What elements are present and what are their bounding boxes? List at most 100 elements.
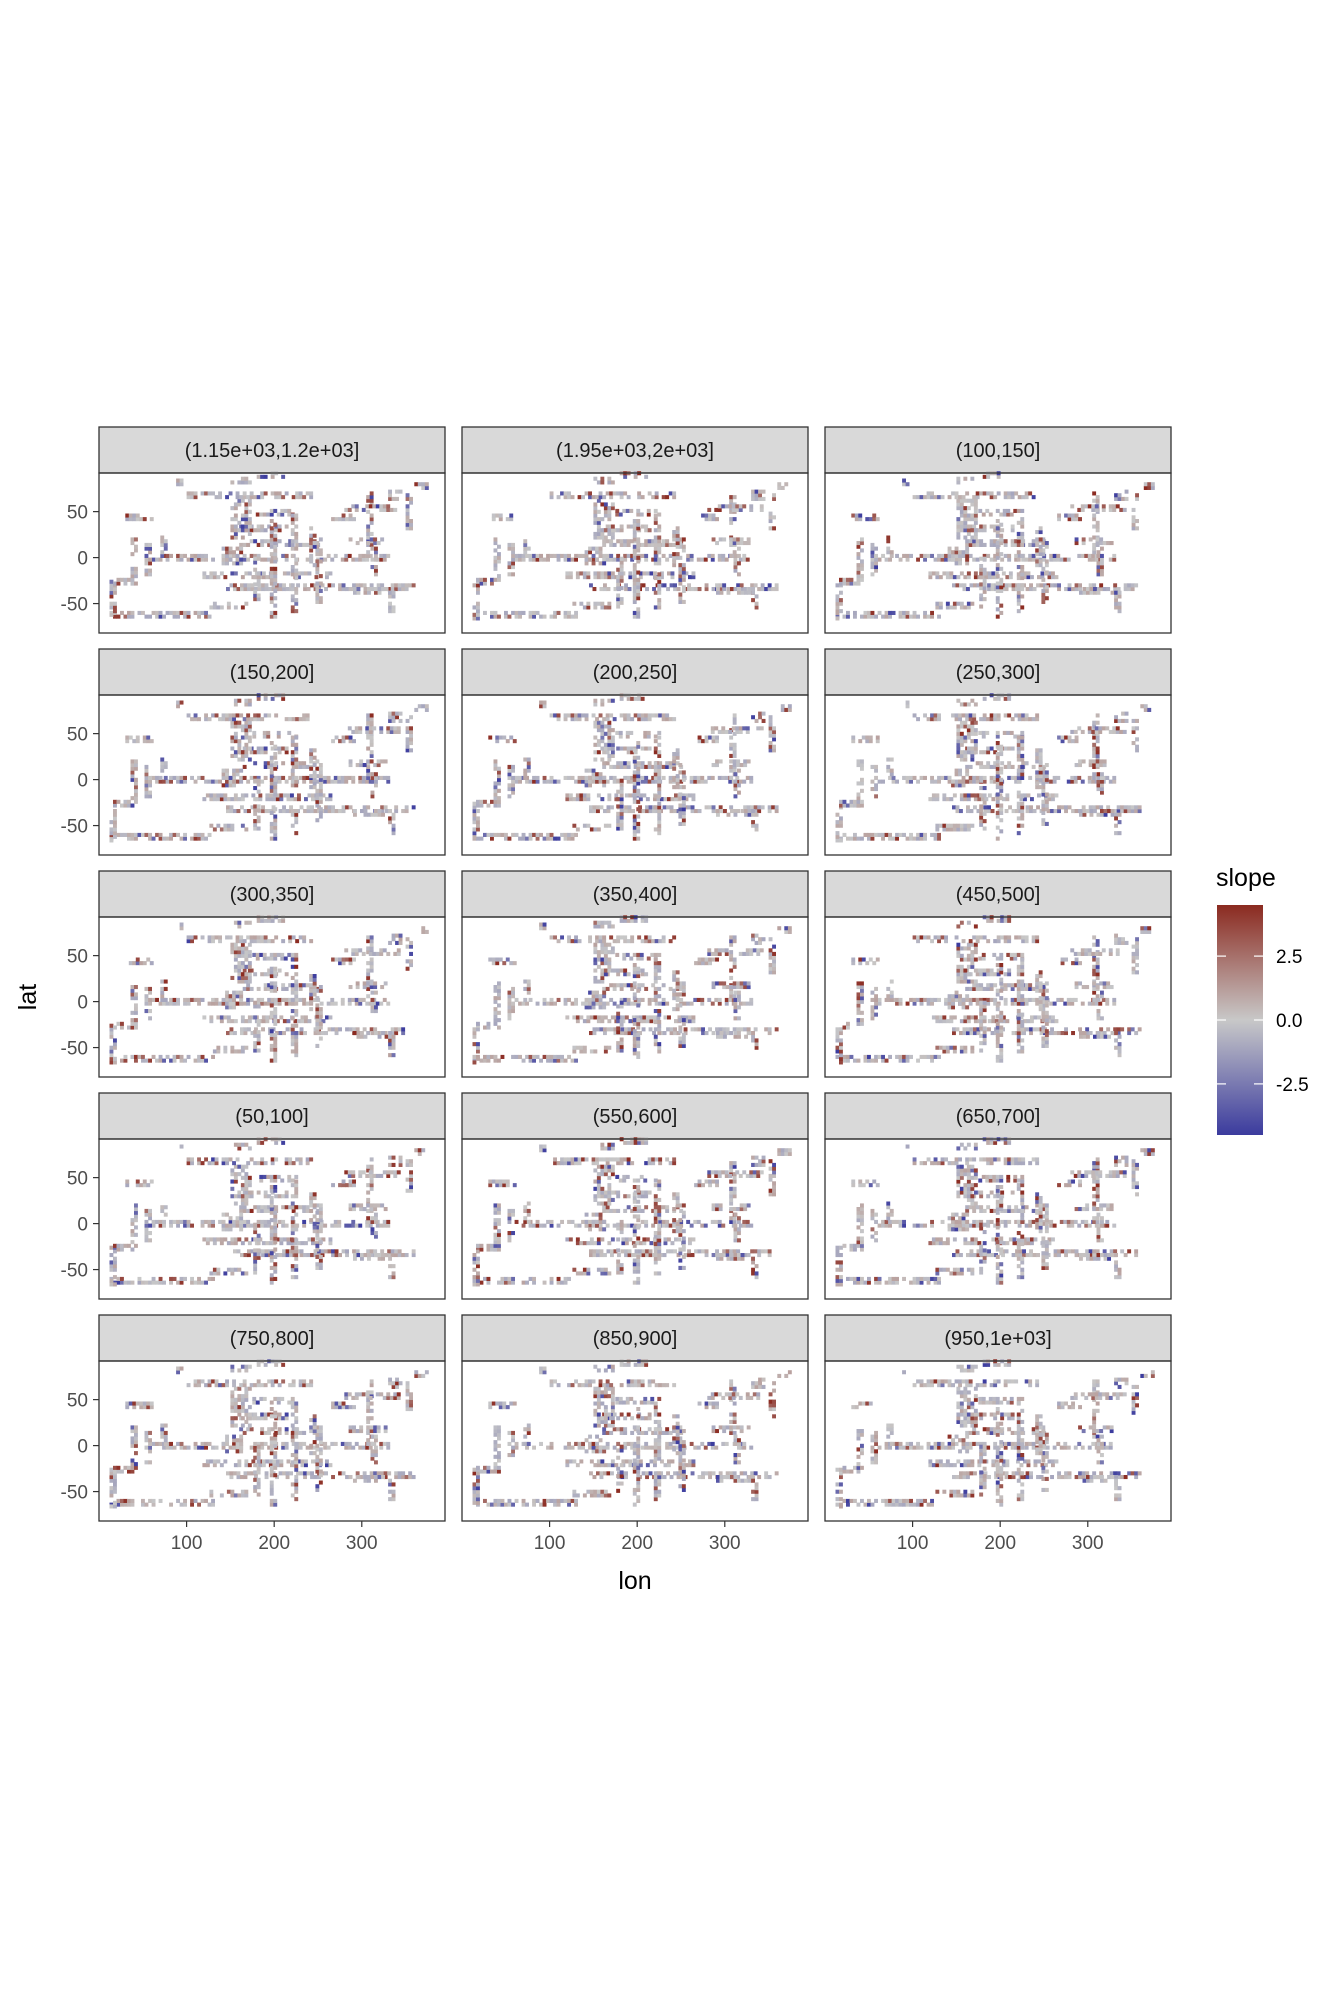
heat-cell: [360, 809, 364, 814]
heat-cell: [472, 834, 477, 839]
heat-cell: [253, 778, 258, 783]
heat-cell: [956, 517, 961, 522]
heat-cell: [704, 587, 709, 592]
heat-cell: [479, 577, 484, 582]
heat-cell: [295, 717, 300, 722]
heat-cell: [553, 614, 557, 619]
heat-cell: [952, 605, 957, 610]
heat-cell: [999, 803, 1004, 808]
heat-cell: [123, 1058, 128, 1063]
heat-cell: [998, 793, 1003, 798]
heat-cell: [369, 981, 374, 986]
heat-cell: [632, 610, 637, 615]
heat-cell: [290, 757, 295, 762]
heat-cell: [259, 952, 264, 957]
heat-cell: [905, 836, 910, 841]
heat-cell: [249, 553, 254, 558]
heat-cell: [394, 1031, 399, 1036]
heat-cell: [476, 799, 480, 804]
heat-cell: [284, 779, 289, 784]
heat-cell: [632, 588, 637, 593]
heat-cell: [1030, 797, 1034, 802]
heat-cell: [1028, 775, 1033, 780]
heat-cell: [491, 517, 496, 522]
heat-cell: [247, 739, 252, 744]
heat-cell: [603, 823, 608, 828]
heat-cell: [647, 542, 652, 547]
heat-cell: [637, 713, 642, 718]
heat-cell: [1074, 583, 1079, 588]
heat-cell: [243, 1031, 248, 1036]
heat-cell: [134, 781, 138, 786]
heat-cell: [984, 575, 989, 580]
heat-cell: [579, 571, 584, 576]
heat-cell: [556, 610, 561, 615]
heat-cell: [696, 557, 701, 562]
heat-cell: [577, 713, 582, 718]
heat-cell: [176, 997, 180, 1002]
heat-cell: [233, 724, 238, 729]
heat-cell: [736, 759, 741, 764]
heat-cell: [609, 553, 614, 558]
heat-cell: [600, 605, 605, 610]
heat-cell: [549, 614, 554, 619]
heat-cell: [598, 713, 603, 718]
heat-cell: [872, 517, 877, 522]
heat-cell: [542, 557, 547, 562]
heat-cell: [1035, 774, 1040, 779]
heat-cell: [113, 820, 117, 825]
heat-cell: [982, 819, 987, 824]
heat-cell: [839, 823, 843, 828]
heat-cell: [162, 614, 166, 619]
heat-cell: [619, 789, 624, 794]
heat-cell: [653, 775, 658, 780]
heat-cell: [186, 1054, 191, 1059]
heat-cell: [999, 818, 1004, 823]
heat-cell: [348, 517, 353, 522]
heat-cell: [956, 575, 961, 580]
heat-cell: [370, 587, 375, 592]
heat-cell: [1114, 594, 1118, 599]
heat-cell: [963, 823, 968, 828]
heat-cell: [310, 583, 314, 588]
heat-cell: [681, 588, 686, 593]
heat-cell: [743, 805, 748, 810]
heat-cell: [290, 1001, 295, 1006]
heat-cell: [366, 772, 371, 777]
heat-cell: [232, 1001, 236, 1006]
heat-cell: [244, 506, 249, 511]
heat-cell: [602, 783, 607, 788]
heat-cell: [912, 775, 917, 780]
heat-cell: [176, 700, 180, 705]
heat-cell: [729, 753, 734, 758]
heat-cell: [689, 553, 694, 558]
heat-cell: [937, 614, 941, 619]
heat-cell: [1092, 498, 1097, 503]
heat-cell: [975, 542, 980, 547]
heat-cell: [726, 812, 731, 817]
heat-cell: [244, 1045, 249, 1050]
heat-cell: [675, 785, 680, 790]
heat-cell: [772, 744, 776, 749]
heat-cell: [653, 550, 658, 555]
heat-cell: [244, 502, 249, 507]
heat-cell: [263, 750, 268, 755]
heat-cell: [514, 779, 519, 784]
heat-cell: [285, 1027, 290, 1032]
heat-cell: [644, 775, 649, 780]
heat-cell: [377, 587, 382, 592]
heat-cell: [160, 550, 165, 555]
heat-cell: [996, 474, 1001, 479]
heat-cell: [369, 520, 374, 525]
heat-cell: [176, 1001, 180, 1006]
heat-cell: [729, 517, 734, 522]
heat-cell: [1067, 513, 1072, 518]
heat-cell: [574, 614, 578, 619]
heat-cell: [286, 571, 291, 576]
heat-cell: [366, 509, 371, 514]
heat-cell: [253, 1004, 258, 1009]
heat-cell: [223, 793, 228, 798]
heat-cell: [262, 730, 267, 735]
heat-cell: [1082, 809, 1087, 814]
heat-cell: [653, 517, 658, 522]
